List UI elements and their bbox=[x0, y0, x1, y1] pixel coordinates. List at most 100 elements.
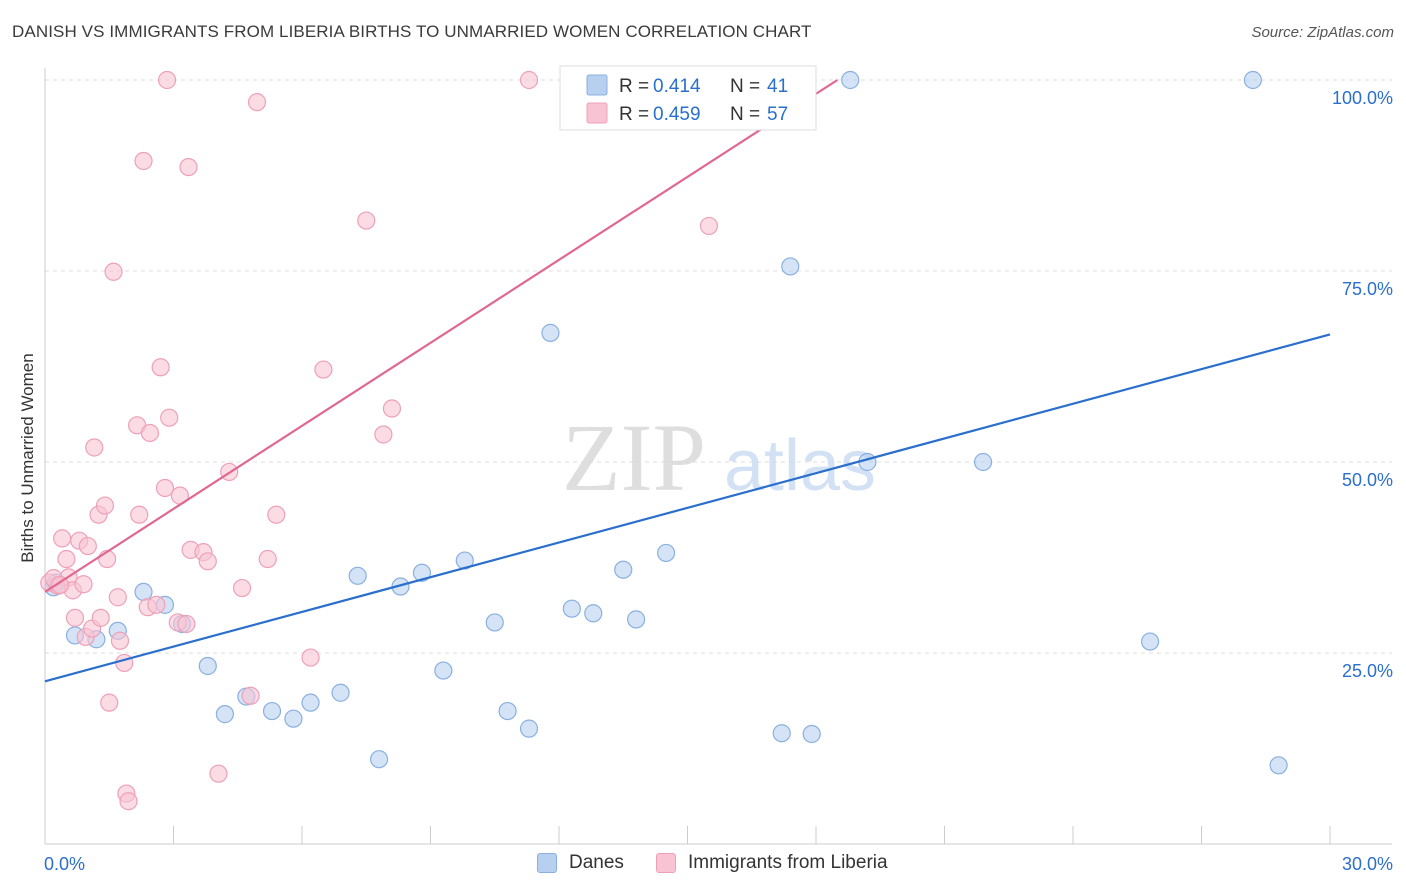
danes-point-7 bbox=[198, 656, 217, 676]
liberia-point-8 bbox=[74, 575, 93, 594]
liberia-point-52 bbox=[382, 399, 402, 418]
legend-n-value-danes: 41 bbox=[767, 76, 788, 97]
danes-point-17 bbox=[412, 563, 432, 582]
bottom-legend-swatch-danes bbox=[537, 853, 557, 873]
liberia-point-25 bbox=[130, 505, 149, 524]
danes-point-12 bbox=[301, 693, 320, 712]
danes-point-14 bbox=[348, 566, 367, 585]
bottom-legend-label-danes: Danes bbox=[569, 852, 624, 873]
danes-point-20 bbox=[485, 613, 504, 632]
liberia-point-51 bbox=[374, 425, 393, 444]
liberia-point-31 bbox=[155, 478, 175, 498]
bottom-legend-liberia: Immigrants from Liberia bbox=[656, 852, 888, 874]
danes-point-38 bbox=[1243, 70, 1263, 90]
danes-point-10 bbox=[262, 701, 282, 721]
liberia-point-30 bbox=[151, 358, 170, 377]
liberia-point-18 bbox=[104, 262, 123, 281]
danes-trend-line bbox=[44, 333, 1331, 683]
liberia-point-17 bbox=[100, 693, 119, 712]
legend-swatch-liberia bbox=[586, 102, 608, 124]
danes-point-27 bbox=[626, 610, 646, 629]
correlation-legend: R = 0.414 N = 41 R = 0.459 N = 57 bbox=[559, 65, 817, 131]
liberia-point-16 bbox=[98, 549, 117, 569]
liberia-point-40 bbox=[198, 552, 217, 571]
legend-n-label-danes: N = bbox=[730, 76, 760, 97]
x-tick-label-min: 0.0% bbox=[44, 854, 85, 874]
danes-point-32 bbox=[781, 257, 800, 276]
liberia-point-48 bbox=[301, 648, 320, 667]
liberia-point-26 bbox=[134, 151, 153, 171]
liberia-point-21 bbox=[115, 653, 134, 673]
liberia-point-36 bbox=[177, 614, 196, 634]
danes-point-37 bbox=[1140, 632, 1160, 651]
danes-point-4 bbox=[134, 582, 153, 601]
liberia-point-14 bbox=[91, 608, 110, 627]
liberia-point-19 bbox=[108, 588, 127, 607]
gridlines bbox=[45, 79, 1392, 654]
legend-swatch-danes bbox=[586, 74, 608, 96]
liberia-point-47 bbox=[267, 505, 286, 524]
liberia-point-2 bbox=[53, 529, 72, 548]
legend-r-value-danes: 0.414 bbox=[653, 76, 701, 97]
liberia-point-3 bbox=[57, 549, 76, 569]
liberia-point-50 bbox=[357, 211, 376, 230]
danes-point-22 bbox=[519, 719, 539, 738]
y-tick-label-75: 75.0% bbox=[1342, 279, 1393, 299]
liberia-point-53 bbox=[519, 70, 539, 90]
danes-point-25 bbox=[584, 604, 603, 623]
liberia-point-20 bbox=[110, 631, 130, 650]
danes-point-18 bbox=[434, 661, 453, 680]
liberia-point-6 bbox=[65, 608, 85, 627]
danes-point-15 bbox=[370, 750, 389, 769]
danes-point-21 bbox=[498, 701, 517, 721]
liberia-point-32 bbox=[157, 70, 177, 90]
source-attribution: Source: ZipAtlas.com bbox=[1251, 24, 1394, 41]
y-tick-label-50: 50.0% bbox=[1342, 470, 1393, 490]
legend-r-label-liberia: R = bbox=[619, 104, 649, 125]
watermark-atlas: atlas bbox=[724, 426, 876, 506]
trend-lines bbox=[44, 79, 1331, 683]
liberia-point-37 bbox=[179, 157, 198, 177]
liberia-point-54 bbox=[699, 216, 719, 236]
y-tick-label-25: 25.0% bbox=[1342, 661, 1393, 681]
liberia-point-41 bbox=[209, 764, 228, 783]
liberia-trend-line bbox=[44, 79, 839, 593]
liberia-point-45 bbox=[247, 93, 267, 112]
liberia-point-43 bbox=[232, 578, 252, 598]
legend-r-value-liberia: 0.459 bbox=[653, 104, 701, 125]
legend-r-label-danes: R = bbox=[619, 76, 649, 97]
axes bbox=[44, 68, 1392, 845]
liberia-point-15 bbox=[95, 496, 115, 515]
bottom-legend-swatch-liberia bbox=[656, 853, 676, 873]
danes-point-26 bbox=[614, 560, 633, 579]
danes-point-11 bbox=[284, 709, 303, 728]
legend-n-value-liberia: 57 bbox=[767, 104, 788, 125]
chart-title: DANISH VS IMMIGRANTS FROM LIBERIA BIRTHS… bbox=[12, 22, 812, 41]
legend-n-label-liberia: N = bbox=[730, 104, 760, 125]
danes-point-23 bbox=[541, 323, 560, 342]
bottom-legend-label-liberia: Immigrants from Liberia bbox=[688, 852, 888, 873]
watermark-zip: ZIP bbox=[562, 404, 706, 511]
bottom-legend: Danes Immigrants from Liberia bbox=[0, 852, 1406, 878]
liberia-point-28 bbox=[140, 423, 160, 443]
y-tick-label-100: 100.0% bbox=[1332, 88, 1393, 108]
danes-point-31 bbox=[772, 724, 791, 743]
liberia-point-33 bbox=[160, 408, 179, 427]
danes-point-24 bbox=[562, 599, 581, 618]
liberia-point-29 bbox=[147, 595, 166, 614]
danes-point-28 bbox=[656, 543, 676, 563]
liberia-point-12 bbox=[85, 438, 104, 457]
bottom-legend-danes: Danes bbox=[537, 852, 624, 874]
x-tick-label-max: 30.0% bbox=[1342, 854, 1393, 874]
liberia-point-46 bbox=[258, 549, 277, 569]
danes-point-36 bbox=[973, 452, 993, 472]
danes-point-8 bbox=[215, 705, 234, 724]
liberia-point-44 bbox=[241, 686, 260, 705]
series-liberia-points bbox=[40, 70, 719, 811]
tick-labels: 25.0% 50.0% 75.0% 100.0% 0.0% 30.0% bbox=[44, 88, 1393, 874]
liberia-point-49 bbox=[314, 360, 333, 379]
danes-point-39 bbox=[1269, 756, 1288, 775]
liberia-point-23 bbox=[119, 792, 138, 811]
danes-point-34 bbox=[841, 70, 860, 90]
